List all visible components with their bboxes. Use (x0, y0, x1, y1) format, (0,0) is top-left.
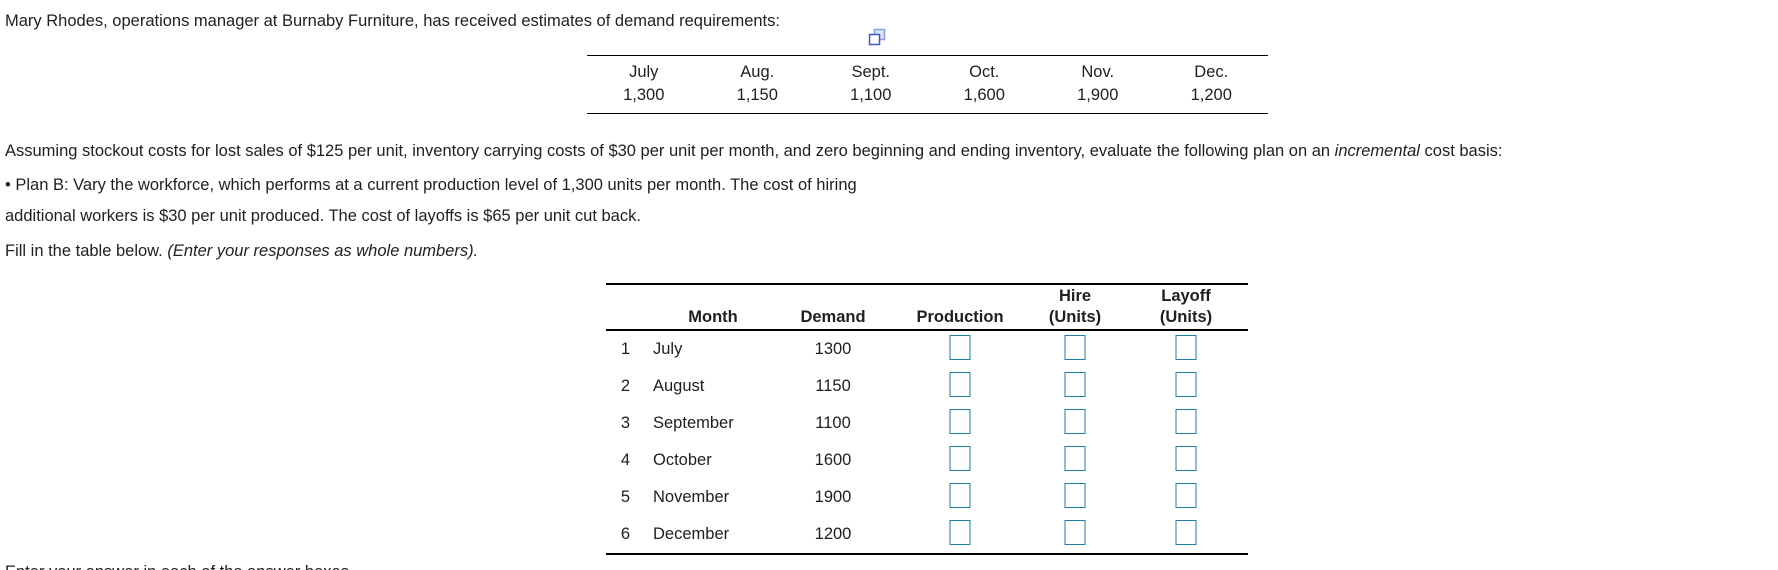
question-intro-text: Mary Rhodes, operations manager at Burna… (5, 12, 780, 30)
production-input-row-6[interactable] (949, 520, 971, 545)
row-demand: 1300 (814, 340, 852, 358)
layoff-input-row-2[interactable] (1175, 372, 1197, 397)
demand-table: July Aug. Sept. Oct. Nov. Dec. 1,300 1,1… (587, 55, 1268, 114)
header-hire-top: Hire (1058, 287, 1092, 305)
header-layoff-bottom: (Units) (1159, 308, 1213, 326)
hire-input-row-5[interactable] (1064, 483, 1086, 508)
demand-month: Nov. (1081, 63, 1115, 81)
demand-value: 1,200 (1190, 86, 1232, 104)
layoff-input-row-6[interactable] (1175, 520, 1197, 545)
row-number: 6 (620, 525, 630, 543)
table-row-december: 6 December 1200 (606, 516, 1248, 553)
production-input-row-5[interactable] (949, 483, 971, 508)
hire-input-row-4[interactable] (1064, 446, 1086, 471)
row-number: 2 (620, 377, 630, 395)
table-row-july: 1 July 1300 (606, 331, 1248, 368)
plan-b-fill-table: Hire Layoff Month Demand Production (Uni… (606, 283, 1248, 555)
header-month: Month (688, 308, 738, 326)
fill-instruction: Fill in the table below. (Enter your res… (5, 242, 478, 261)
demand-month: Aug. (740, 63, 775, 81)
fill-instruction-normal: Fill in the table below. (5, 242, 168, 260)
demand-month: July (629, 63, 659, 81)
production-input-row-4[interactable] (949, 446, 971, 471)
assumptions-text-end: cost basis: (1419, 142, 1503, 160)
table-row-november: 5 November 1900 (606, 479, 1248, 516)
hire-input-row-3[interactable] (1064, 409, 1086, 434)
demand-value: 1,300 (623, 86, 665, 104)
layoff-input-row-5[interactable] (1175, 483, 1197, 508)
header-production: Production (916, 308, 1004, 326)
row-number: 5 (620, 488, 630, 506)
hire-input-row-1[interactable] (1064, 335, 1086, 360)
plan-b-line-2: additional workers is $30 per unit produ… (5, 207, 641, 225)
row-month: August (653, 377, 705, 395)
demand-month: Oct. (969, 63, 1000, 81)
production-input-row-3[interactable] (949, 409, 971, 434)
row-demand: 1200 (814, 525, 852, 543)
row-month: November (653, 488, 730, 506)
row-month: July (653, 340, 683, 358)
table-row-august: 2 August 1150 (606, 368, 1248, 405)
demand-value: 1,900 (1077, 86, 1119, 104)
demand-table-value-row: 1,300 1,150 1,100 1,600 1,900 1,200 (587, 82, 1268, 113)
row-month: September (653, 414, 734, 432)
demand-value: 1,600 (963, 86, 1005, 104)
duplicate-window-icon-svg (868, 28, 886, 46)
table-row-september: 3 September 1100 (606, 405, 1248, 442)
row-number: 4 (620, 451, 630, 469)
demand-month: Dec. (1194, 63, 1229, 81)
assumptions-text: Assuming stockout costs for lost sales o… (5, 142, 1777, 161)
demand-value: 1,150 (736, 86, 778, 104)
duplicate-window-icon[interactable] (868, 28, 887, 47)
demand-month: Sept. (851, 63, 891, 81)
hire-input-row-6[interactable] (1064, 520, 1086, 545)
fill-instruction-italic: (Enter your responses as whole numbers). (167, 242, 479, 260)
row-demand: 1150 (815, 377, 851, 395)
production-input-row-2[interactable] (949, 372, 971, 397)
layoff-input-row-3[interactable] (1175, 409, 1197, 434)
assumptions-text-italic: incremental (1334, 142, 1420, 160)
plan-b-line-1: • Plan B: Vary the workforce, which perf… (5, 176, 857, 194)
table-row-october: 4 October 1600 (606, 442, 1248, 479)
header-hire-bottom: (Units) (1048, 308, 1102, 326)
assumptions-text-start: Assuming stockout costs for lost sales o… (5, 142, 1335, 160)
row-demand: 1100 (815, 414, 851, 432)
header-divider (606, 329, 1248, 331)
layoff-input-row-4[interactable] (1175, 446, 1197, 471)
production-input-row-1[interactable] (949, 335, 971, 360)
demand-table-month-row: July Aug. Sept. Oct. Nov. Dec. (587, 56, 1268, 82)
row-demand: 1600 (814, 451, 852, 469)
demand-value: 1,100 (850, 86, 892, 104)
row-demand: 1900 (814, 488, 852, 506)
header-layoff-top: Layoff (1161, 287, 1211, 305)
hire-input-row-2[interactable] (1064, 372, 1086, 397)
plan-table-rows: 1 July 1300 2 August 1150 3 September 11… (606, 331, 1248, 553)
header-demand: Demand (800, 308, 866, 326)
row-month: October (653, 451, 712, 469)
row-number: 1 (620, 340, 630, 358)
layoff-input-row-1[interactable] (1175, 335, 1197, 360)
clipped-footer-instruction: Enter your answer in each of the answer … (5, 563, 354, 570)
row-month: December (653, 525, 730, 543)
row-number: 3 (620, 414, 630, 432)
